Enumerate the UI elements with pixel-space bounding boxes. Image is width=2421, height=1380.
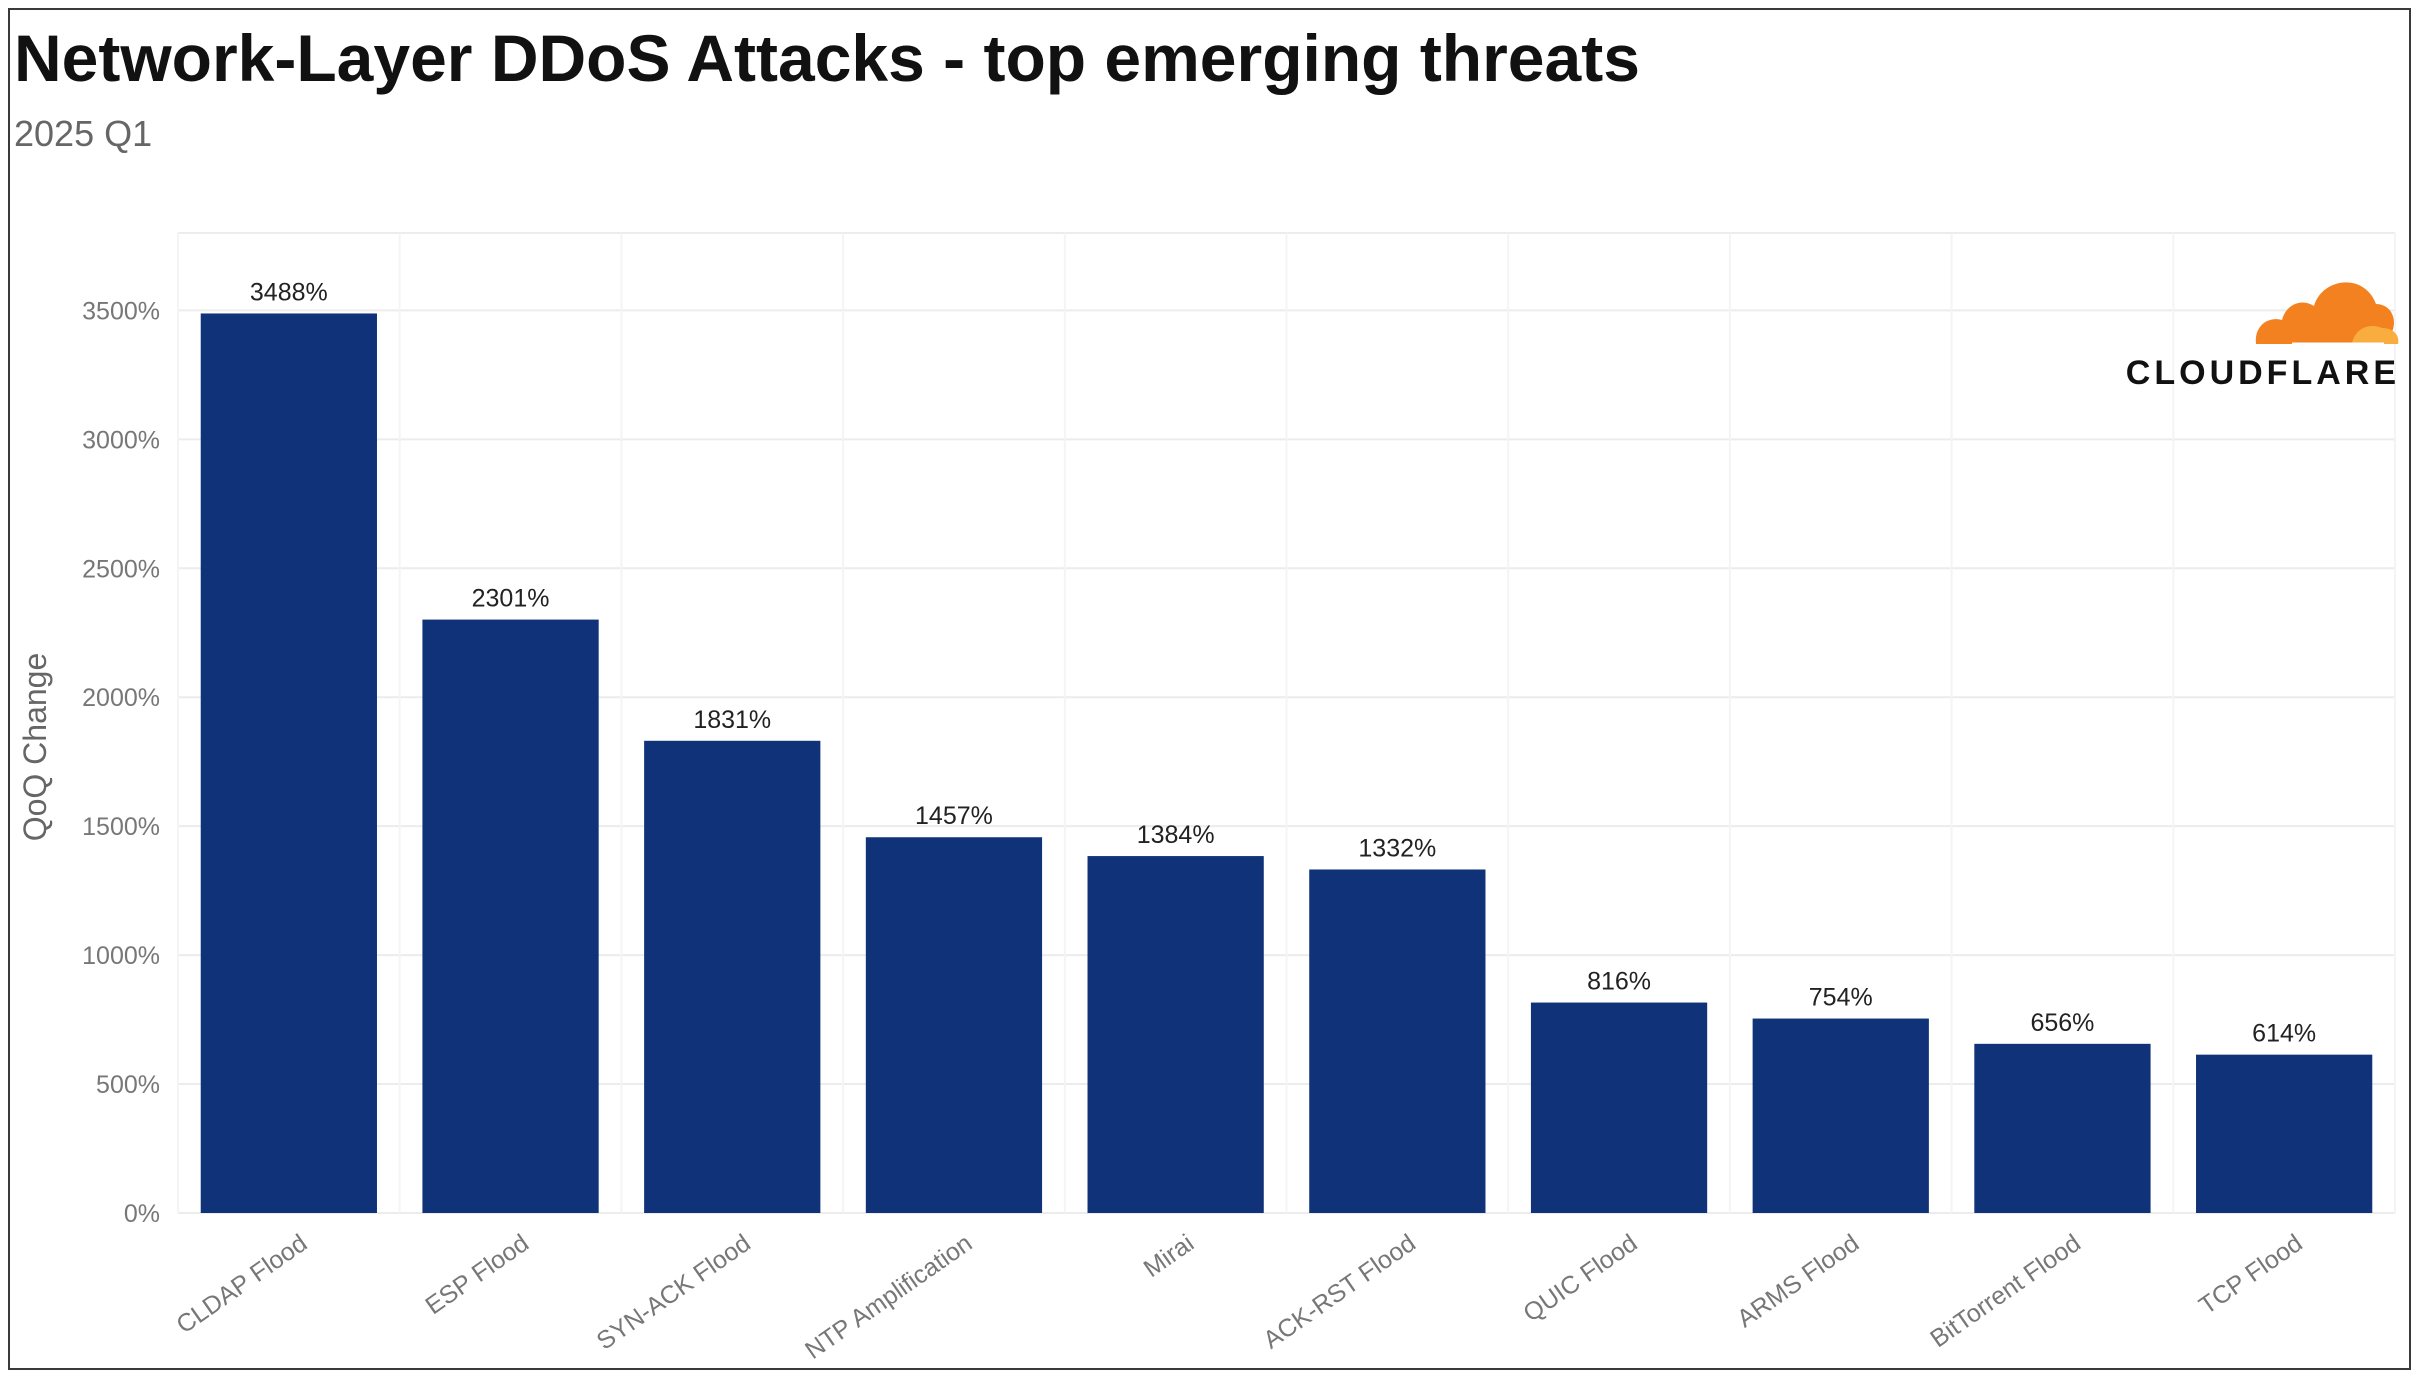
bar (865, 837, 1043, 1213)
data-label: 816% (1587, 968, 1651, 996)
data-label: 1384% (1137, 821, 1215, 849)
data-labels: 3488% 2301% 1831% 1457% 1384% 1332% 816% 754% 65… (250, 278, 2316, 1047)
x-tick-label: CLDAP Flood (171, 1229, 312, 1339)
y-tick-label: 0% (124, 1200, 160, 1228)
data-label: 656% (2030, 1009, 2094, 1037)
bars (200, 313, 2373, 1214)
y-tick-label: 1000% (82, 942, 160, 970)
chart-title: Network-Layer DDoS Attacks - top emergin… (14, 21, 1640, 95)
data-label: 3488% (250, 278, 328, 306)
bar (422, 619, 599, 1213)
x-tick-label: SYN-ACK Flood (592, 1229, 756, 1356)
x-tick-label: TCP Flood (2194, 1229, 2308, 1320)
bar (1752, 1018, 1929, 1213)
chart-subtitle: 2025 Q1 (14, 113, 153, 154)
y-axis-label: QoQ Change (17, 653, 53, 842)
data-label: 1831% (693, 706, 771, 734)
x-tick-label: Mirai (1139, 1229, 1199, 1283)
data-label: 2301% (472, 585, 550, 613)
x-tick-label: QUIC Flood (1518, 1229, 1642, 1328)
data-label: 614% (2252, 1020, 2316, 1048)
y-tick-label: 1500% (82, 813, 160, 841)
y-tick-label: 2000% (82, 684, 160, 712)
x-tick-label: BitTorrent Flood (1925, 1229, 2086, 1353)
data-label: 1332% (1358, 834, 1436, 862)
y-tick-label: 2500% (82, 555, 160, 583)
cloud-icon (2255, 282, 2399, 346)
bar (1974, 1043, 2151, 1213)
bar (1309, 869, 1486, 1213)
bar (200, 313, 377, 1214)
y-tick-label: 3500% (82, 297, 160, 325)
bar (2196, 1054, 2373, 1213)
y-tick-label: 3000% (82, 426, 160, 454)
cloudflare-logo: CLOUDFLARE (2080, 270, 2400, 392)
x-tick-labels: CLDAP Flood ESP Flood SYN-ACK Flood NTP Amp… (171, 1229, 2307, 1365)
y-tick-labels: 0% 500% 1000% 1500% 2000% 2500% 3000% 3500% (82, 297, 160, 1228)
x-tick-label: NTP Amplification (800, 1229, 977, 1365)
y-tick-label: 500% (96, 1071, 160, 1099)
x-tick-label: ESP Flood (420, 1229, 534, 1320)
data-label: 1457% (915, 802, 993, 830)
bar (1530, 1002, 1708, 1213)
data-label: 754% (1809, 984, 1873, 1012)
bar (1087, 856, 1264, 1213)
x-tick-label: ACK-RST Flood (1258, 1229, 1420, 1354)
brand-wordmark: CLOUDFLARE (2125, 354, 2400, 392)
x-tick-label: ARMS Flood (1732, 1229, 1864, 1333)
bar (644, 740, 821, 1213)
